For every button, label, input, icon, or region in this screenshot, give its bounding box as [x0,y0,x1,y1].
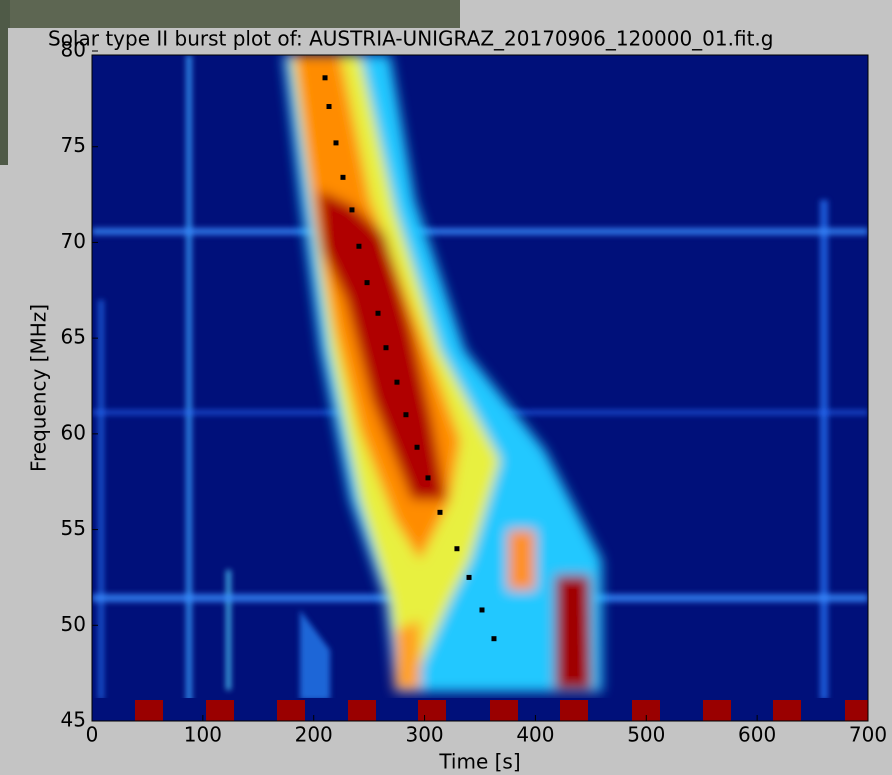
y-tick-label: 50 [61,612,86,636]
background-photo [0,0,10,165]
y-tick-label: 70 [61,229,86,253]
y-tick-label: 75 [61,133,86,157]
calibration-strip [92,698,868,721]
y-tick-label: 65 [61,325,86,349]
burst-point [322,75,328,81]
x-tick-label: 200 [295,723,333,747]
burst-point [340,174,346,180]
x-tick-label: 300 [405,723,443,747]
burst-point [437,509,443,515]
y-tick-label: 80 [61,38,86,62]
x-tick-label: 500 [627,723,665,747]
burst-point [364,280,370,286]
x-tick-label: 700 [849,723,887,747]
spectrogram [92,55,868,721]
burst-point [326,104,332,110]
burst-point [454,546,460,552]
burst-point [466,574,472,580]
x-tick-label: 600 [738,723,776,747]
burst-point [349,207,355,213]
burst-point [394,379,400,385]
y-tick-label: 55 [61,516,86,540]
burst-point [479,607,485,613]
burst-point [375,310,381,316]
y-axis-label: Frequency [MHz] [27,304,51,472]
plot-frame [91,54,869,722]
burst [283,55,602,692]
chart-title: Solar type II burst plot of: AUSTRIA-UNI… [48,27,773,51]
burst-point [333,140,339,146]
background-photo [0,0,460,30]
x-tick-label: 100 [184,723,222,747]
x-tick-label: 0 [86,723,99,747]
y-tick-label: 60 [61,420,86,444]
burst-point [414,444,420,450]
x-tick-label: 400 [516,723,554,747]
burst-point [356,243,362,249]
x-axis-label: Time [s] [438,750,520,774]
burst-point [425,475,431,481]
burst-point [383,345,389,351]
y-tick-label: 45 [61,708,86,732]
burst-point [491,636,497,642]
burst-point [403,412,409,418]
